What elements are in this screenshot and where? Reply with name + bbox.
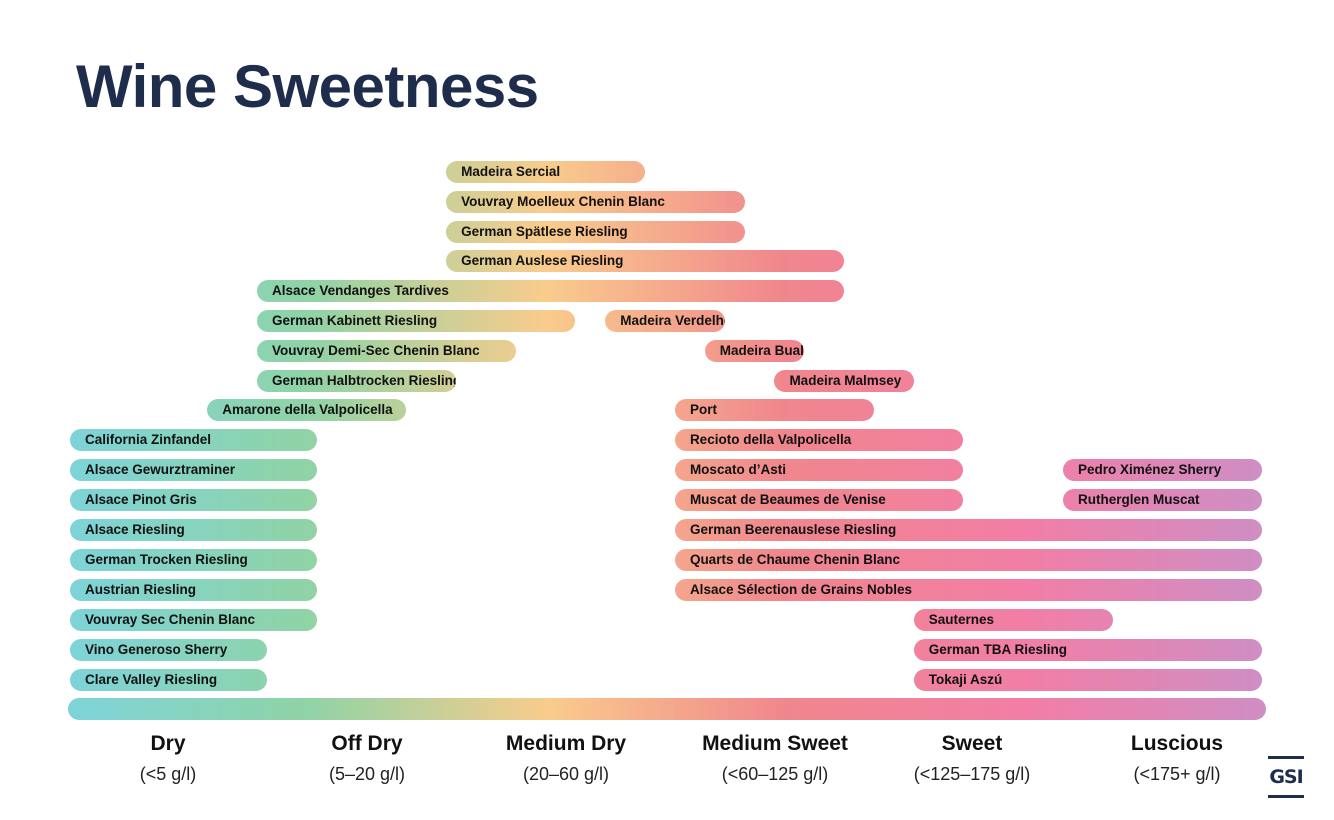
category-range: (<60–125 g/l): [721, 764, 829, 784]
wine-bar: Vouvray Moelleux Chenin Blanc: [446, 191, 745, 213]
wine-bar: German Spätlese Riesling: [446, 221, 745, 243]
wine-bar: Alsace Vendanges Tardives: [257, 280, 845, 302]
wine-bar: German Beerenauslese Riesling: [674, 519, 1262, 541]
category-name: Dry: [150, 732, 186, 755]
category-luscious: Luscious (<175+ g/l): [1067, 732, 1287, 785]
wine-bar: German Halbtrocken Riesling: [257, 370, 457, 392]
wine-bar: Moscato d’Asti: [674, 459, 964, 481]
wine-bar: Sauternes: [913, 609, 1113, 631]
wine-bar: German Auslese Riesling: [446, 250, 845, 272]
category-range: (<125–175 g/l): [913, 764, 1031, 784]
wine-bar: Vouvray Sec Chenin Blanc: [70, 609, 317, 631]
wine-bar: Vouvray Demi-Sec Chenin Blanc: [257, 340, 516, 362]
sweetness-scale-bar: [68, 698, 1266, 720]
wine-bar: California Zinfandel: [70, 429, 317, 451]
category-sweet: Sweet (<125–175 g/l): [862, 732, 1082, 785]
page-title: Wine Sweetness: [76, 53, 539, 120]
wine-bar: Madeira Sercial: [446, 161, 646, 183]
category-off-dry: Off Dry (5–20 g/l): [257, 732, 477, 785]
wine-bar: Recioto della Valpolicella: [674, 429, 964, 451]
wine-bar: Clare Valley Riesling: [70, 669, 267, 691]
wine-bar: Madeira Bual: [704, 340, 805, 362]
wine-bar: German Trocken Riesling: [70, 549, 317, 571]
category-range: (<175+ g/l): [1133, 764, 1221, 784]
category-name: Luscious: [1130, 732, 1224, 755]
category-range: (5–20 g/l): [328, 764, 406, 784]
category-dry: Dry (<5 g/l): [58, 732, 278, 785]
wine-bar: Port: [674, 399, 874, 421]
category-medium-dry: Medium Dry (20–60 g/l): [456, 732, 676, 785]
category-name: Medium Dry: [505, 732, 627, 755]
wine-bar: Tokaji Aszú: [913, 669, 1262, 691]
wine-bar: Madeira Verdelho: [605, 310, 725, 332]
category-medium-sweet: Medium Sweet (<60–125 g/l): [665, 732, 885, 785]
category-range: (20–60 g/l): [522, 764, 610, 784]
wine-bar: Pedro Ximénez Sherry: [1063, 459, 1262, 481]
wine-bar: Alsace Gewurztraminer: [70, 459, 317, 481]
category-name: Off Dry: [331, 732, 403, 755]
wine-bar: Muscat de Beaumes de Venise: [674, 489, 964, 511]
wine-bar: Quarts de Chaume Chenin Blanc: [674, 549, 1262, 571]
wine-bar: Vino Generoso Sherry: [70, 639, 267, 661]
wine-bar: Austrian Riesling: [70, 579, 317, 601]
wine-bar: German TBA Riesling: [913, 639, 1262, 661]
category-name: Medium Sweet: [702, 732, 848, 755]
category-name: Sweet: [941, 732, 1003, 755]
wine-bar: Alsace Pinot Gris: [70, 489, 317, 511]
category-range: (<5 g/l): [139, 764, 197, 784]
gsi-logo: GSI: [1268, 756, 1304, 798]
wine-bar: Madeira Malmsey: [774, 370, 914, 392]
wine-bar: Amarone della Valpolicella: [207, 399, 407, 421]
wine-bar: Rutherglen Muscat: [1063, 489, 1262, 511]
wine-bar: Alsace Riesling: [70, 519, 317, 541]
wine-bar: Alsace Sélection de Grains Nobles: [674, 579, 1262, 601]
wine-bar: German Kabinett Riesling: [257, 310, 576, 332]
